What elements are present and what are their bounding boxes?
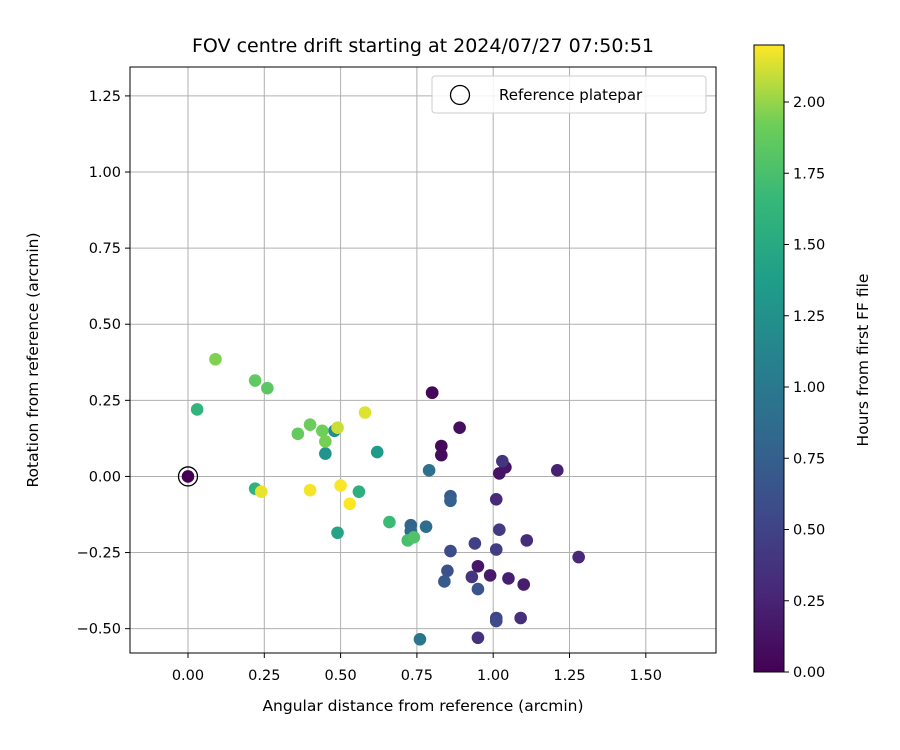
colorbar-ticks: 0.00 0.25 0.50 0.75 1.00 1.25 1.50 1.75 2.00 <box>784 95 825 681</box>
legend-box <box>431 75 707 114</box>
scatter-point <box>370 445 384 459</box>
colorbar-tick-label: 1.75 <box>793 166 825 182</box>
scatter-point <box>209 352 222 366</box>
scatter-point <box>489 492 503 506</box>
x-tick-label: 0.50 <box>324 668 356 684</box>
scatter-point <box>319 435 332 448</box>
scatter-point <box>303 483 317 497</box>
chart-title: FOV centre drift starting at 2024/07/27 … <box>192 35 654 57</box>
x-tick-label: 0.75 <box>401 668 433 684</box>
scatter-point <box>471 631 485 645</box>
scatter-point <box>315 424 329 438</box>
scatter-point <box>319 447 332 460</box>
scatter-point <box>493 523 506 537</box>
y-tick-label: 0.75 <box>89 241 121 257</box>
colorbar-tick-label: 1.25 <box>793 309 825 325</box>
scatter-point <box>572 550 585 564</box>
colorbar-gradient <box>753 44 785 673</box>
scatter-point <box>444 544 457 558</box>
scatter-point <box>496 454 509 468</box>
y-axis-ticks: −0.50 −0.25 0.00 0.25 0.50 0.75 1.00 1.25 <box>77 89 130 638</box>
colorbar-tick-label: 2.00 <box>793 95 825 111</box>
scatter-point <box>435 448 448 462</box>
y-axis-label: Rotation from reference (arcmin) <box>24 232 42 487</box>
scatter-point <box>291 427 305 441</box>
x-tick-label: 1.25 <box>553 668 585 684</box>
scatter-point <box>550 464 564 477</box>
data-points <box>190 352 585 646</box>
scatter-point <box>358 406 372 419</box>
colorbar-tick-label: 0.50 <box>793 523 825 539</box>
y-tick-label: −0.50 <box>77 622 121 638</box>
scatter-point <box>517 578 531 591</box>
legend: Reference platepar <box>431 75 707 114</box>
scatter-point <box>261 381 274 395</box>
scatter-point <box>471 559 485 573</box>
y-tick-label: 1.25 <box>89 89 121 105</box>
scatter-point <box>343 497 357 511</box>
scatter-point <box>248 374 262 387</box>
colorbar-tick-label: 0.00 <box>793 665 825 681</box>
x-axis-ticks: 0.00 0.25 0.50 0.75 1.00 1.25 1.50 <box>172 653 662 684</box>
y-tick-label: 1.00 <box>89 165 121 181</box>
y-tick-label: 0.50 <box>89 317 121 333</box>
colorbar-tick-label: 1.50 <box>793 238 825 254</box>
plot-area <box>129 66 717 654</box>
scatter-point <box>413 633 427 646</box>
reference-marker <box>177 466 199 487</box>
scatter-point <box>441 564 454 578</box>
scatter-point <box>471 582 485 596</box>
scatter-point <box>352 485 366 498</box>
scatter-point <box>407 531 421 544</box>
colorbar-label: Hours from first FF file <box>854 274 872 447</box>
scatter-point <box>435 439 448 453</box>
grid-lines <box>130 67 716 653</box>
x-tick-label: 1.00 <box>477 668 509 684</box>
scatter-point <box>303 418 317 431</box>
colorbar-tick-label: 1.00 <box>793 380 825 396</box>
scatter-point <box>331 421 344 435</box>
scatter-point <box>468 537 482 550</box>
y-tick-label: −0.25 <box>77 546 121 562</box>
x-axis-label: Angular distance from reference (arcmin) <box>262 697 583 715</box>
scatter-point <box>465 570 479 584</box>
colorbar: 0.00 0.25 0.50 0.75 1.00 1.25 1.50 1.75 2.00 Hou… <box>753 44 872 681</box>
scatter-point <box>425 386 439 400</box>
x-tick-label: 0.25 <box>248 668 280 684</box>
scatter-point <box>514 611 527 625</box>
x-tick-label: 0.00 <box>172 668 204 684</box>
scatter-point <box>453 421 466 435</box>
colorbar-tick-label: 0.75 <box>793 451 825 467</box>
scatter-point <box>438 575 451 588</box>
scatter-point <box>444 494 457 508</box>
scatter-point <box>331 526 344 540</box>
legend-reference-icon <box>449 84 471 106</box>
scatter-point <box>254 485 268 498</box>
scatter-point <box>489 543 503 556</box>
scatter-point <box>483 569 497 582</box>
scatter-point <box>334 479 347 492</box>
reference-point-fill <box>181 470 195 483</box>
scatter-point <box>419 520 433 533</box>
scatter-point <box>520 534 534 547</box>
legend-label: Reference platepar <box>499 86 643 104</box>
y-tick-label: 0.00 <box>89 469 121 485</box>
scatter-point <box>502 572 515 585</box>
scatter-point <box>383 515 396 529</box>
y-tick-label: 0.25 <box>89 393 121 409</box>
x-tick-label: 1.50 <box>630 668 662 684</box>
scatter-point <box>422 464 436 477</box>
reference-point-ring <box>177 466 199 487</box>
scatter-point <box>190 403 204 416</box>
colorbar-tick-label: 0.25 <box>793 594 825 610</box>
scatter-point <box>489 614 503 628</box>
